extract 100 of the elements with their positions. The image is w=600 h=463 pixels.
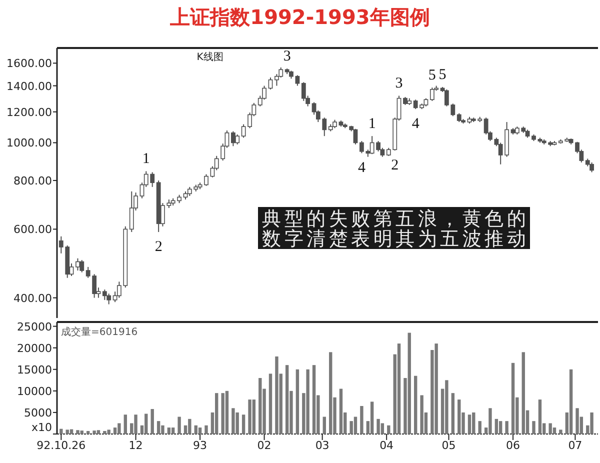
- candlestick: [353, 128, 358, 145]
- candlestick: [204, 174, 208, 186]
- bar: [178, 416, 181, 434]
- bar: [339, 388, 343, 434]
- bar: [445, 380, 448, 434]
- bar: [60, 428, 63, 434]
- bar: [275, 356, 278, 434]
- bar: [511, 362, 515, 434]
- annotation: 4: [412, 116, 420, 132]
- candlestick: [235, 134, 240, 145]
- bar: [532, 421, 536, 434]
- x-tick-label: 05: [442, 439, 456, 452]
- bar: [171, 428, 175, 434]
- bar: [451, 393, 455, 434]
- x-tick-label: 04: [380, 439, 394, 452]
- bar: [161, 425, 164, 434]
- bar: [420, 395, 424, 434]
- bar: [225, 390, 229, 434]
- x-tick-label: 02: [257, 439, 272, 452]
- bar: [458, 400, 461, 434]
- bar: [312, 365, 316, 434]
- candlestick: [80, 260, 84, 273]
- bar: [167, 428, 171, 434]
- bar: [258, 378, 262, 434]
- y-tick-label: 1400.00: [6, 80, 52, 93]
- bar: [468, 414, 472, 434]
- bar: [107, 430, 110, 434]
- bar: [194, 425, 198, 434]
- bar: [397, 344, 401, 434]
- annotation: 3: [395, 76, 403, 92]
- annotation: 2: [154, 239, 162, 256]
- annotation: 成交量=601916: [61, 326, 138, 338]
- x-tick-label: 92.10.26: [36, 439, 86, 452]
- bar: [569, 369, 573, 434]
- bar: [322, 416, 326, 434]
- bar: [478, 421, 482, 434]
- annotation: 5: [428, 68, 436, 84]
- bar: [124, 414, 127, 434]
- bar: [268, 374, 272, 434]
- bar: [538, 400, 542, 434]
- bar: [66, 430, 69, 434]
- bar: [306, 369, 310, 434]
- bar: [92, 430, 96, 434]
- bar: [329, 352, 332, 434]
- candlestick: [590, 162, 594, 173]
- bar: [198, 428, 202, 434]
- y-tick-label: 400.00: [14, 292, 52, 305]
- bar: [156, 421, 160, 434]
- bar: [204, 425, 208, 434]
- bar: [387, 425, 390, 434]
- bar: [414, 376, 418, 434]
- candlestick: [106, 293, 112, 305]
- bar: [86, 430, 90, 434]
- bar: [96, 430, 100, 434]
- bar: [370, 402, 374, 434]
- bar: [360, 406, 364, 434]
- chart-title: 上证指数1992-1993年图例: [169, 5, 430, 29]
- bar: [232, 408, 235, 434]
- candlestick: [129, 190, 134, 233]
- bar: [188, 418, 192, 434]
- bar: [242, 414, 246, 434]
- annotation: 3: [283, 48, 291, 65]
- bar: [559, 430, 562, 434]
- bar: [590, 412, 594, 434]
- y-tick-label: 800.00: [14, 174, 52, 188]
- bar: [118, 423, 121, 434]
- bar: [103, 430, 106, 434]
- bar: [488, 408, 492, 434]
- y-tick-label: x10: [31, 421, 52, 434]
- bar: [236, 412, 239, 434]
- bar: [522, 352, 525, 434]
- chart-subtitle: K线图: [196, 51, 224, 63]
- bar: [76, 430, 80, 434]
- candlestick: [76, 258, 80, 272]
- candlestick: [230, 130, 236, 147]
- bar: [350, 421, 353, 434]
- bar: [576, 408, 579, 434]
- x-tick-label: 07: [568, 439, 582, 452]
- y-tick-label: 600.00: [14, 223, 52, 236]
- bar: [296, 369, 300, 434]
- y-tick-label: 10000: [17, 384, 52, 398]
- annotation: 典型的失败第五浪，黄色的数字清楚表明其为五波推动: [262, 208, 526, 250]
- x-tick-label: 12: [128, 439, 143, 452]
- bar: [408, 332, 411, 434]
- y-tick-label: 1000.00: [6, 136, 52, 150]
- bar: [354, 416, 358, 434]
- annotation: 4: [358, 160, 366, 176]
- bar: [376, 418, 380, 434]
- bar: [144, 414, 148, 434]
- y-tick-label: 25000: [17, 320, 52, 334]
- candlestick: [102, 289, 107, 300]
- x-tick-label: 03: [315, 439, 330, 452]
- bar: [285, 365, 289, 434]
- y-tick-label: 5000: [24, 406, 52, 420]
- x-tick-label: 93: [193, 439, 208, 452]
- candlestick: [430, 87, 434, 102]
- bar: [498, 421, 502, 434]
- y-tick-label: 1200.00: [6, 106, 52, 119]
- bar: [248, 400, 252, 434]
- bar: [380, 423, 384, 434]
